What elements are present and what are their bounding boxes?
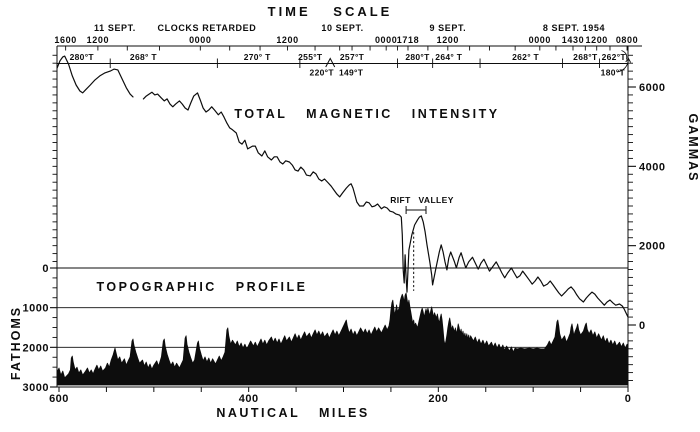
axis-ticks [50,46,636,393]
annotations [616,50,631,73]
date-label: 9 SEPT. [429,23,466,33]
course-change-hook [621,50,628,60]
time-label: 1200 [276,35,298,45]
magnetic-curve-segment-2 [142,91,629,318]
x-tick-label: 0 [625,393,632,405]
course-subheading-label: 180°T [601,68,626,78]
magnetic-curve-segment-1 [56,55,134,98]
time-label: 1200 [585,35,607,45]
right-axis-title: GAMMAS [686,114,700,183]
gamma-tick-label: 6000 [639,82,665,94]
x-axis-title: NAUTICAL MILES [216,406,369,420]
course-heading-label: 262°T [602,52,627,62]
time-label: 0000 [189,35,211,45]
course-heading-label: 264° T [435,52,462,62]
rift-valley-label: RIFT VALLEY [390,195,454,205]
date-label: 11 SEPT. [94,23,136,33]
magnetic-title: TOTAL MAGNETIC INTENSITY [234,107,499,121]
fathom-tick-label: 1000 [23,303,49,315]
fathom-tick-label: 0 [42,263,49,275]
seafloor-silhouette [56,292,629,386]
course-arrow-180-head [625,57,631,63]
fathom-tick-label: 3000 [23,382,49,394]
topographic-profile-fill [56,292,629,386]
course-heading-label: 262° T [512,52,539,62]
left-axis-title: FATHOMS [9,306,23,380]
time-label: 1430 [562,35,584,45]
time-label: 1200 [87,35,109,45]
fathom-tick-label: 2000 [23,342,49,354]
time-label: 0000 [529,35,551,45]
x-tick-label: 200 [428,393,448,405]
time-label: 0800 [616,35,638,45]
course-heading-label: 257°T [340,52,365,62]
gamma-tick-label: 2000 [639,241,665,253]
date-label: 8 SEPT. 1954 [543,23,605,33]
course-heading-label: 270° T [244,52,271,62]
time-label: 1600 [54,35,76,45]
course-heading-label: 268° T [130,52,157,62]
magnetic-intensity-curve [56,55,629,318]
x-tick-label: 400 [239,393,259,405]
date-label: 10 SEPT. [321,23,363,33]
time-scale-title: TIME SCALE [268,4,393,19]
course-heading-label: 280°T [70,52,95,62]
topographic-title: TOPOGRAPHIC PROFILE [97,280,308,294]
course-subheading-label: 220°T [310,68,335,78]
course-heading-label: 255°T [298,52,323,62]
course-arrow-180 [616,58,629,73]
gamma-tick-label: 0 [639,320,646,332]
time-label: 1718 [397,35,419,45]
gamma-tick-label: 4000 [639,161,665,173]
date-label: CLOCKS RETARDED [158,23,257,33]
course-subheading-label: 149°T [339,68,364,78]
time-label: 0000 [375,35,397,45]
course-heading-label: 280°T [405,52,430,62]
time-label: 1200 [437,35,459,45]
course-heading-label: 268°T [573,52,598,62]
course-change-caret [325,57,336,68]
x-tick-label: 600 [49,393,69,405]
